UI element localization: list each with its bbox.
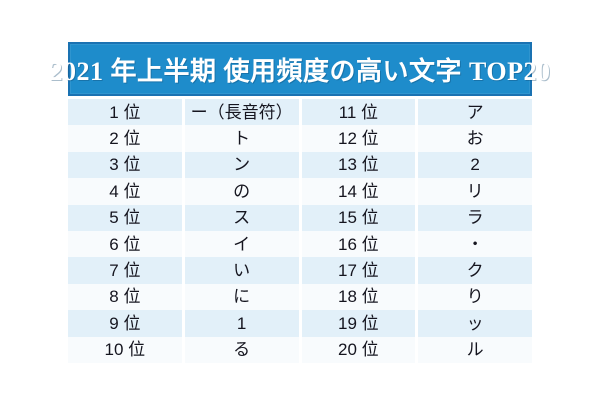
char-cell: ル xyxy=(418,336,532,363)
ranking-figure: 2021 年上半期 使用頻度の高い文字 TOP20 1 位ー（長音符） 11 位ア… xyxy=(50,42,550,363)
rank-cell: 6 位 xyxy=(68,230,182,258)
char-cell: ン xyxy=(184,151,299,179)
char-cell: に xyxy=(184,283,299,311)
rank-cell: 19 位 xyxy=(301,310,416,337)
table-row: 5 位ス 15 位ラ xyxy=(68,204,532,231)
rank-cell: 15 位 xyxy=(301,204,416,231)
rank-cell: 8 位 xyxy=(68,283,182,311)
table-row: 6 位イ 16 位・ xyxy=(68,230,532,258)
char-cell: リ xyxy=(418,178,532,205)
char-cell: ア xyxy=(418,99,532,126)
char-cell: 1 xyxy=(184,310,299,337)
char-cell: ト xyxy=(184,125,299,152)
table-row: 8 位に 18 位り xyxy=(68,283,532,311)
rank-cell: 5 位 xyxy=(68,204,182,231)
char-cell: ー（長音符） xyxy=(184,99,299,126)
rank-cell: 7 位 xyxy=(68,257,182,284)
rank-cell: 10 位 xyxy=(68,336,182,363)
table-row: 10 位る 20 位ル xyxy=(68,336,532,363)
rank-cell: 3 位 xyxy=(68,151,182,179)
char-cell: ・ xyxy=(418,230,532,258)
rank-cell: 18 位 xyxy=(301,283,416,311)
char-cell: お xyxy=(418,125,532,152)
rank-cell: 17 位 xyxy=(301,257,416,284)
char-cell: ラ xyxy=(418,204,532,231)
figure-title: 2021 年上半期 使用頻度の高い文字 TOP20 xyxy=(49,56,551,86)
rank-cell: 11 位 xyxy=(301,99,416,126)
char-cell: る xyxy=(184,336,299,363)
table-row: 9 位 1 19 位ッ xyxy=(68,310,532,337)
char-cell: の xyxy=(184,178,299,205)
rank-cell: 4 位 xyxy=(68,178,182,205)
rank-cell: 9 位 xyxy=(68,310,182,337)
rank-cell: 1 位 xyxy=(68,99,182,126)
table-row: 1 位ー（長音符） 11 位ア xyxy=(68,99,532,126)
figure-title-bar: 2021 年上半期 使用頻度の高い文字 TOP20 xyxy=(50,42,550,96)
char-cell: ク xyxy=(418,257,532,284)
char-cell: イ xyxy=(184,230,299,258)
table-row: 4 位の 14 位リ xyxy=(68,178,532,205)
rank-cell: 14 位 xyxy=(301,178,416,205)
char-cell: り xyxy=(418,283,532,311)
rank-cell: 16 位 xyxy=(301,230,416,258)
char-cell: ッ xyxy=(418,310,532,337)
rank-cell: 2 位 xyxy=(68,125,182,152)
rank-cell: 12 位 xyxy=(301,125,416,152)
char-cell: 2 xyxy=(418,151,532,179)
table-row: 7 位い 17 位ク xyxy=(68,257,532,284)
table-row: 2 位ト 12 位お xyxy=(68,125,532,152)
rank-cell: 13 位 xyxy=(301,151,416,179)
rank-cell: 20 位 xyxy=(301,336,416,363)
char-cell: い xyxy=(184,257,299,284)
char-cell: ス xyxy=(184,204,299,231)
